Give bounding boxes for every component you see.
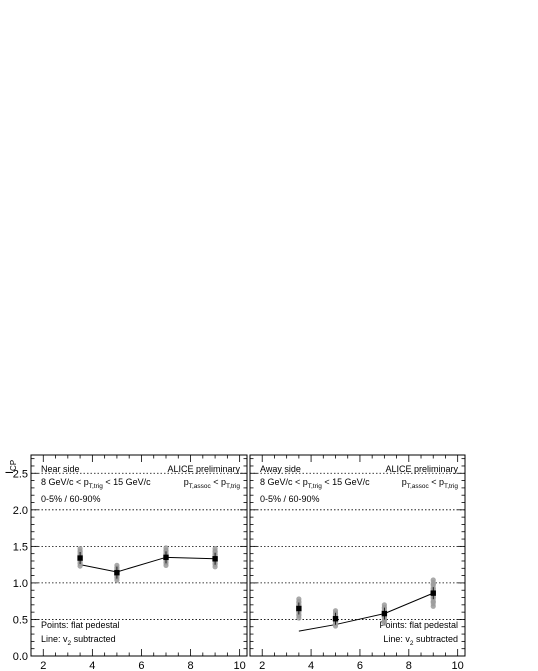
preliminary-label: ALICE preliminary <box>167 464 240 474</box>
plot-frame <box>30 454 248 657</box>
v2-subtracted-line <box>79 556 216 573</box>
data-point <box>212 556 218 562</box>
sys-point <box>163 562 169 568</box>
data-point <box>77 555 83 561</box>
data-point <box>381 610 388 617</box>
y-tick-label: 1.5 <box>13 541 28 553</box>
y-axis-label: ICP <box>4 460 18 474</box>
sys-point <box>114 577 120 583</box>
x-tick-label: 8 <box>406 660 412 671</box>
sys-point <box>296 615 302 621</box>
x-tick-label: 10 <box>234 660 246 671</box>
sys-point <box>430 581 436 587</box>
y-tick-label: 0.0 <box>13 651 28 663</box>
y-axis-title: ICP <box>4 460 18 474</box>
data-point <box>332 616 339 622</box>
x-tick-label: 4 <box>308 660 314 671</box>
points-legend: Points: flat pedestal <box>41 620 120 630</box>
assoc-condition: pT,assoc < pT,trig <box>184 477 241 490</box>
sys-point <box>430 603 436 609</box>
v2-subtracted-line <box>298 592 434 632</box>
data-point <box>163 554 169 561</box>
sys-point <box>332 623 339 629</box>
away-side-panel: 2 4 6 8 10 Away side ALICE preliminary 8 GeV/c … <box>249 454 466 671</box>
panel-title: Away side <box>260 464 301 474</box>
x-tick-label: 10 <box>452 660 464 671</box>
x-tick-label: 8 <box>187 660 193 671</box>
assoc-condition: pT,assoc < pT,trig <box>402 477 459 490</box>
points-legend: Points: flat pedestal <box>379 620 458 630</box>
y-tick-label: 1.0 <box>13 578 28 590</box>
trigger-condition: 8 GeV/c < pT,trig < 15 GeV/c <box>41 477 151 490</box>
x-tick-label: 4 <box>89 660 95 671</box>
x-tick-label: 6 <box>138 660 144 671</box>
sys-point <box>212 564 218 570</box>
y-tick-label: 0.5 <box>13 614 28 626</box>
x-tick-label: 2 <box>40 660 46 671</box>
line-legend: Line: v2 subtracted <box>383 634 458 647</box>
line-legend: Line: v2 subtracted <box>41 634 116 647</box>
sys-point <box>77 563 83 569</box>
centrality-label: 0-5% / 60-90% <box>260 494 320 504</box>
y-tick-label: 2.5 <box>13 468 28 480</box>
x-tick-label: 6 <box>357 660 363 671</box>
x-tick-label: 2 <box>259 660 265 671</box>
trigger-condition: 8 GeV/c < pT,trig < 15 GeV/c <box>260 477 370 490</box>
preliminary-label: ALICE preliminary <box>385 464 458 474</box>
near-side-panel: 2 4 6 8 10 0.0 0.5 1.0 1.5 2.0 2.5 Near side ALICE p… <box>13 454 248 671</box>
data-point <box>296 605 302 612</box>
sys-point <box>381 620 387 626</box>
plot-frame <box>249 454 466 657</box>
sys-point <box>430 599 436 605</box>
centrality-label: 0-5% / 60-90% <box>41 494 101 504</box>
data-point <box>114 569 120 576</box>
data-point <box>430 590 436 596</box>
sys-point <box>430 577 436 583</box>
panel-title: Near side <box>41 464 80 474</box>
y-tick-label: 2.0 <box>13 505 28 517</box>
